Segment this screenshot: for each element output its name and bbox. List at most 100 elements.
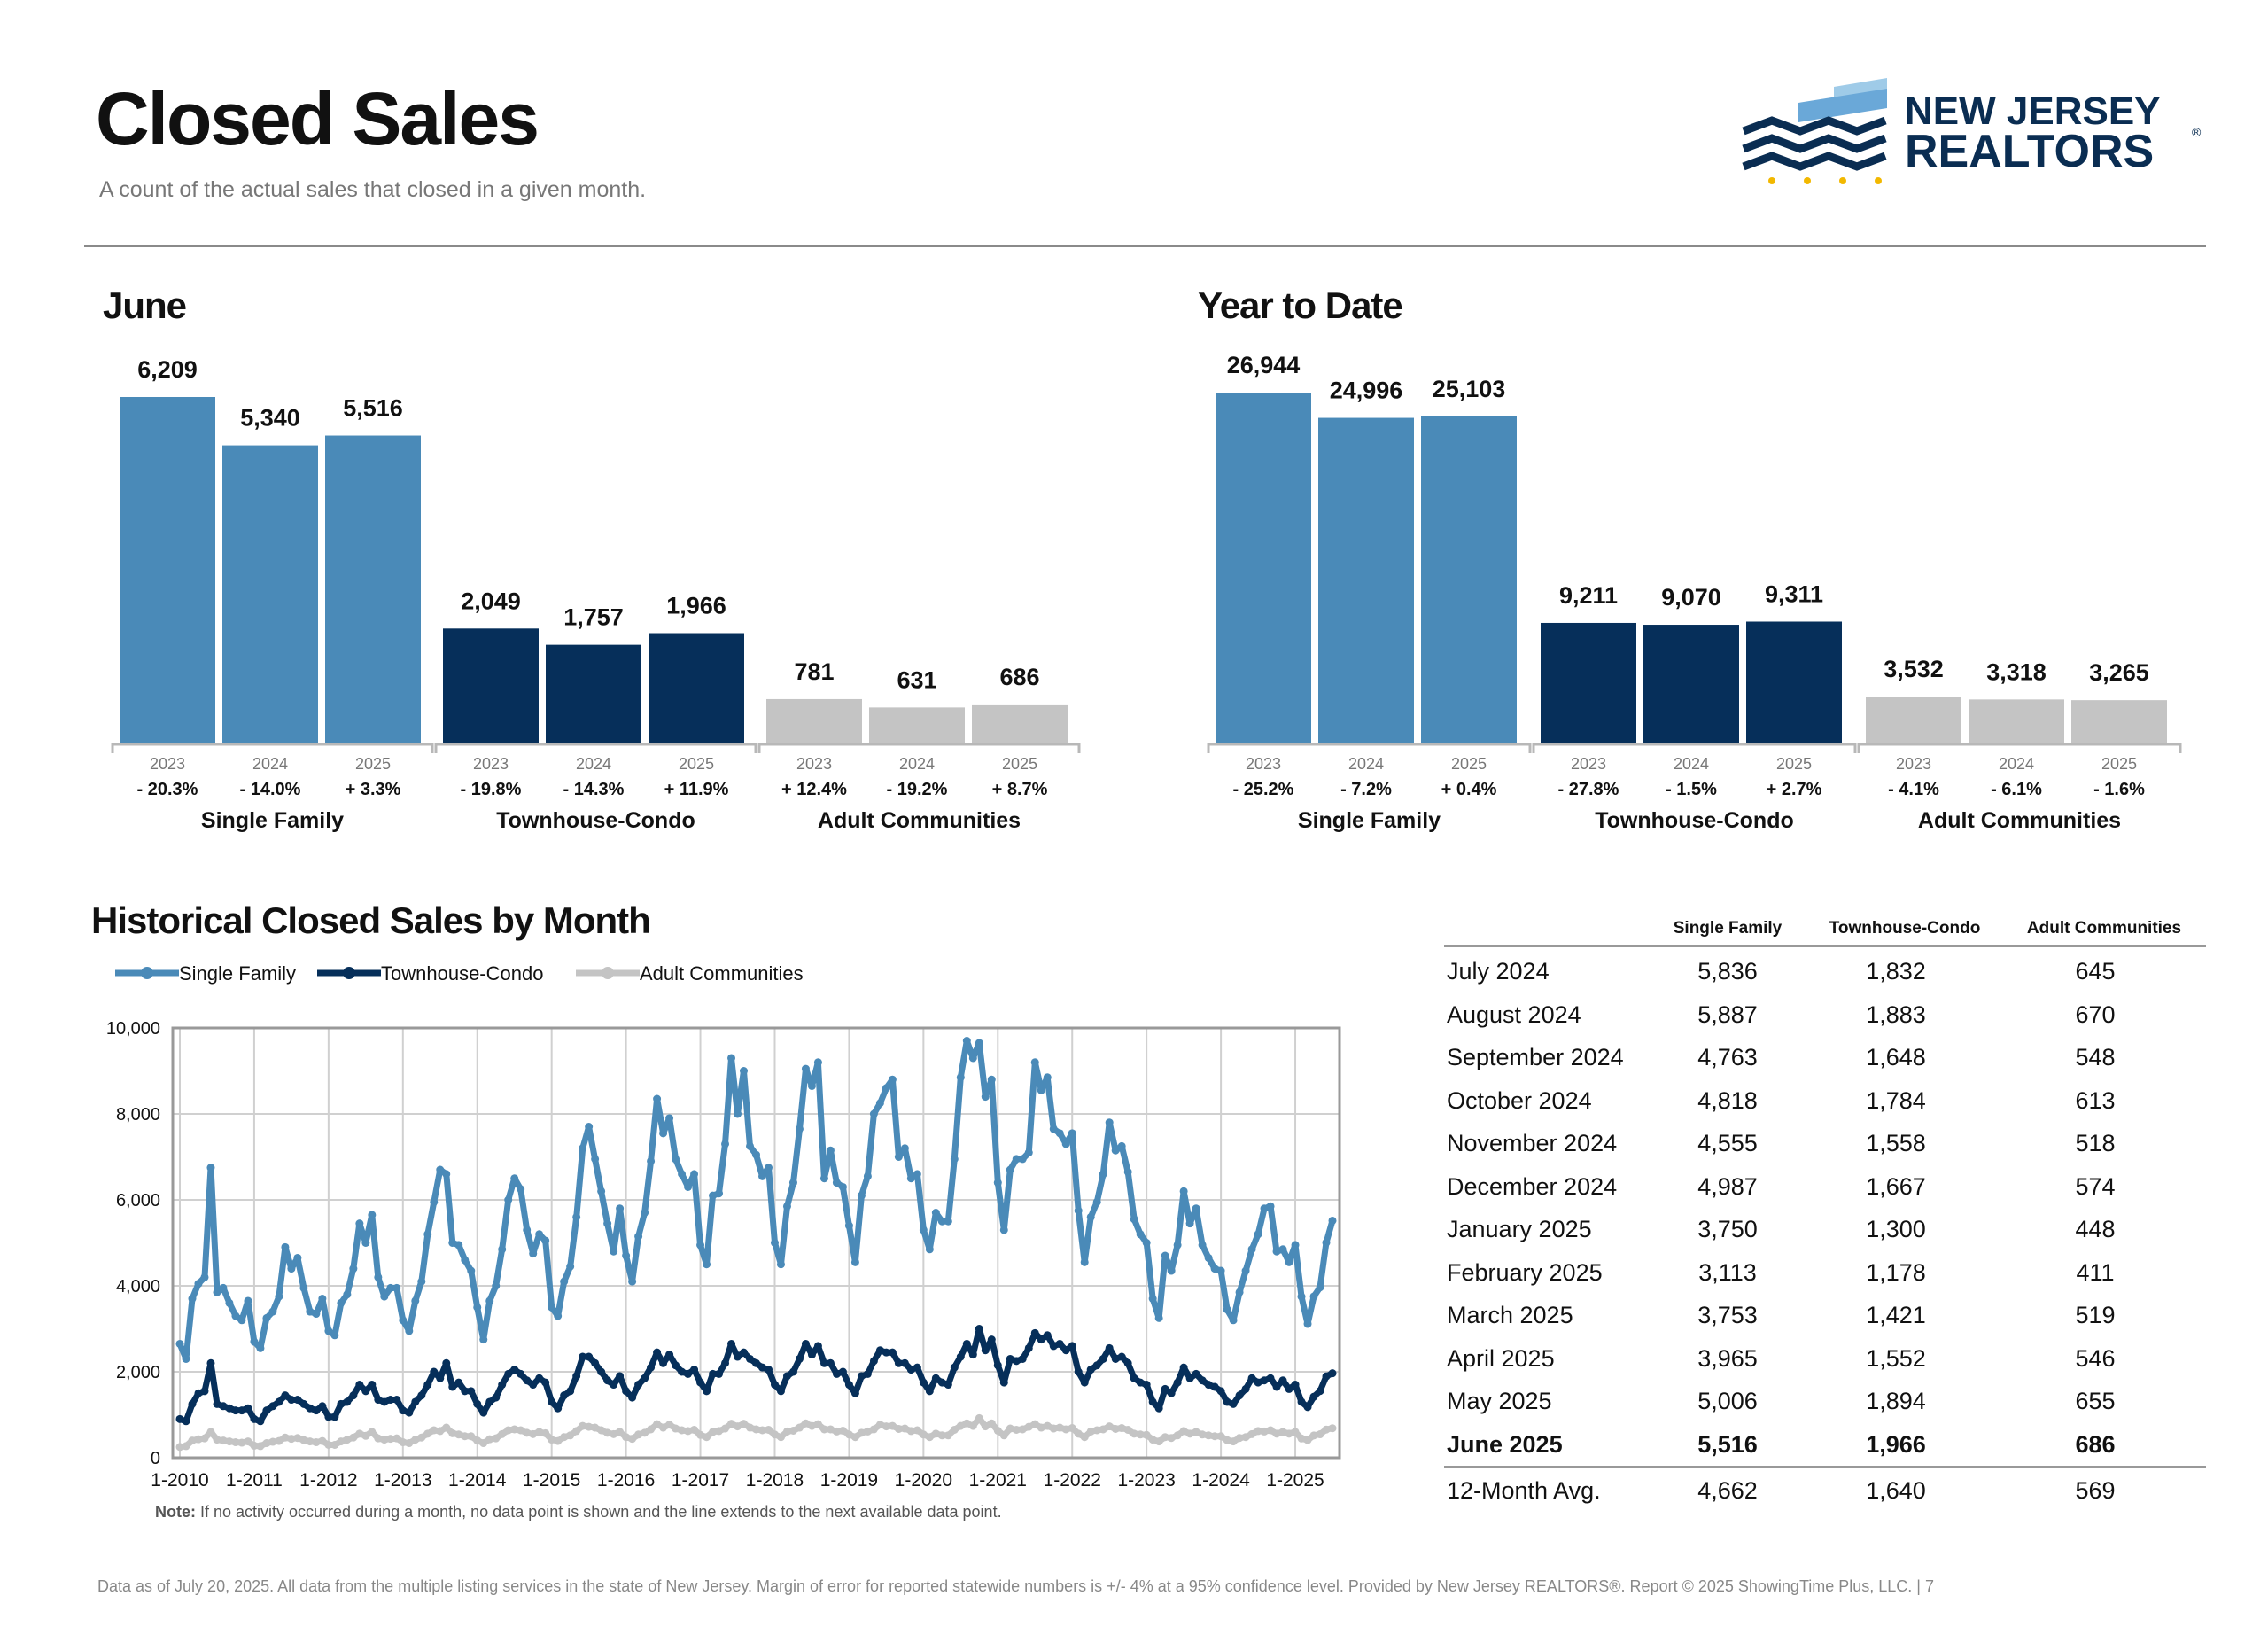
- series-point-0: [653, 1094, 662, 1103]
- bar-june-0-0: [120, 397, 215, 743]
- series-point-1: [492, 1393, 501, 1402]
- series-point-2: [906, 1427, 915, 1436]
- bar-ytd-2-2: [2071, 700, 2167, 743]
- series-point-1: [467, 1387, 476, 1396]
- table-cell-month: April 2025: [1447, 1344, 1555, 1372]
- series-point-0: [801, 1064, 810, 1073]
- x-tick-label: 1-2019: [820, 1470, 878, 1491]
- series-point-2: [795, 1423, 804, 1432]
- series-point-0: [523, 1226, 532, 1234]
- series-point-1: [721, 1358, 730, 1367]
- series-point-1: [931, 1374, 940, 1382]
- series-point-0: [299, 1283, 308, 1292]
- table-cell-month: March 2025: [1447, 1302, 1573, 1328]
- series-point-0: [250, 1337, 259, 1346]
- table-cell-ac: 546: [2075, 1344, 2116, 1372]
- series-point-0: [1018, 1155, 1027, 1164]
- series-point-1: [684, 1369, 693, 1378]
- series-point-2: [1254, 1427, 1262, 1436]
- table-cell-month: August 2024: [1447, 1000, 1581, 1028]
- series-point-0: [628, 1277, 637, 1286]
- historical-line-chart: 0 2,000 4,000 6,000 8,000 10,000 1-2010 1-2011 1…: [106, 962, 1341, 1491]
- series-point-2: [554, 1436, 563, 1445]
- series-point-1: [727, 1339, 736, 1348]
- series-point-2: [523, 1428, 532, 1437]
- series-point-0: [473, 1303, 482, 1312]
- series-point-0: [900, 1144, 909, 1153]
- series-point-1: [659, 1358, 668, 1367]
- series-point-2: [1136, 1430, 1145, 1439]
- series-point-0: [1266, 1202, 1275, 1211]
- series-point-1: [498, 1381, 507, 1390]
- series-point-0: [1223, 1305, 1231, 1314]
- series-point-1: [610, 1381, 618, 1390]
- series-point-2: [616, 1428, 625, 1436]
- series-point-2: [330, 1440, 339, 1449]
- series-point-2: [863, 1427, 872, 1436]
- series-point-0: [703, 1260, 711, 1269]
- plot-frame: [171, 1026, 1341, 1460]
- series-point-2: [746, 1423, 755, 1432]
- series-point-1: [1061, 1346, 1070, 1355]
- series-point-0: [863, 1172, 872, 1180]
- series-point-1: [182, 1417, 190, 1426]
- series-point-1: [1043, 1331, 1052, 1340]
- series-point-1: [944, 1381, 952, 1390]
- series-point-1: [1204, 1381, 1213, 1390]
- series-point-0: [231, 1312, 240, 1320]
- series-point-1: [665, 1351, 674, 1359]
- series-point-2: [1210, 1432, 1219, 1441]
- series-point-2: [1142, 1430, 1151, 1439]
- table-top-rule: [1444, 945, 2206, 947]
- series-point-1: [299, 1399, 308, 1408]
- change-label-june-0-0: - 20.3%: [137, 780, 198, 799]
- table-cell-sf: 5,006: [1697, 1388, 1758, 1414]
- series-point-1: [517, 1369, 525, 1378]
- table-row: July 2024 5,836 1,832 645: [1444, 950, 2206, 993]
- series-point-2: [492, 1434, 501, 1443]
- series-point-0: [696, 1241, 705, 1249]
- series-point-0: [417, 1277, 426, 1286]
- table-cell-sf: 3,965: [1697, 1344, 1758, 1372]
- series-point-0: [690, 1170, 699, 1179]
- series-point-1: [504, 1369, 513, 1378]
- series-point-0: [1291, 1241, 1300, 1249]
- series-point-1: [430, 1367, 439, 1376]
- table-cell-tc: 1,894: [1866, 1388, 1926, 1414]
- series-point-2: [244, 1437, 252, 1446]
- series-point-1: [213, 1399, 221, 1408]
- series-point-2: [572, 1427, 581, 1436]
- series-point-2: [752, 1425, 760, 1434]
- bar-label-june-1-1: 1,757: [563, 604, 624, 631]
- y-tick-label: 8,000: [116, 1105, 160, 1125]
- series-point-2: [1278, 1428, 1287, 1436]
- series-point-0: [498, 1245, 507, 1254]
- table-cell-sf: 3,750: [1697, 1216, 1758, 1242]
- series-point-2: [374, 1434, 383, 1443]
- bar-label-ytd-1-0: 9,211: [1559, 582, 1618, 609]
- group-label-june-1: Townhouse-Condo: [496, 808, 695, 833]
- series-point-0: [1092, 1197, 1101, 1206]
- series-point-1: [392, 1396, 401, 1405]
- series-point-1: [770, 1381, 779, 1390]
- series-point-2: [838, 1426, 847, 1435]
- series-point-1: [448, 1382, 457, 1391]
- series-point-1: [993, 1361, 1002, 1370]
- series-point-2: [548, 1436, 556, 1444]
- series-point-0: [819, 1174, 828, 1183]
- series-point-2: [1291, 1428, 1300, 1436]
- series-point-1: [925, 1387, 934, 1396]
- x-tick-label: 1-2011: [226, 1470, 283, 1491]
- series-point-1: [1006, 1354, 1014, 1363]
- series-point-1: [1117, 1352, 1126, 1361]
- series-point-0: [386, 1283, 395, 1292]
- group-label-ytd-0: Single Family: [1298, 808, 1441, 833]
- series-point-2: [566, 1431, 575, 1440]
- series-point-1: [1123, 1358, 1132, 1367]
- series-point-2: [1167, 1434, 1176, 1443]
- year-label-june-2-2: 2025: [1002, 755, 1037, 773]
- series-point-1: [572, 1372, 581, 1381]
- table-row: October 2024 4,818 1,784 613: [1444, 1079, 2206, 1122]
- series-point-1: [746, 1354, 755, 1363]
- series-point-0: [1099, 1170, 1107, 1179]
